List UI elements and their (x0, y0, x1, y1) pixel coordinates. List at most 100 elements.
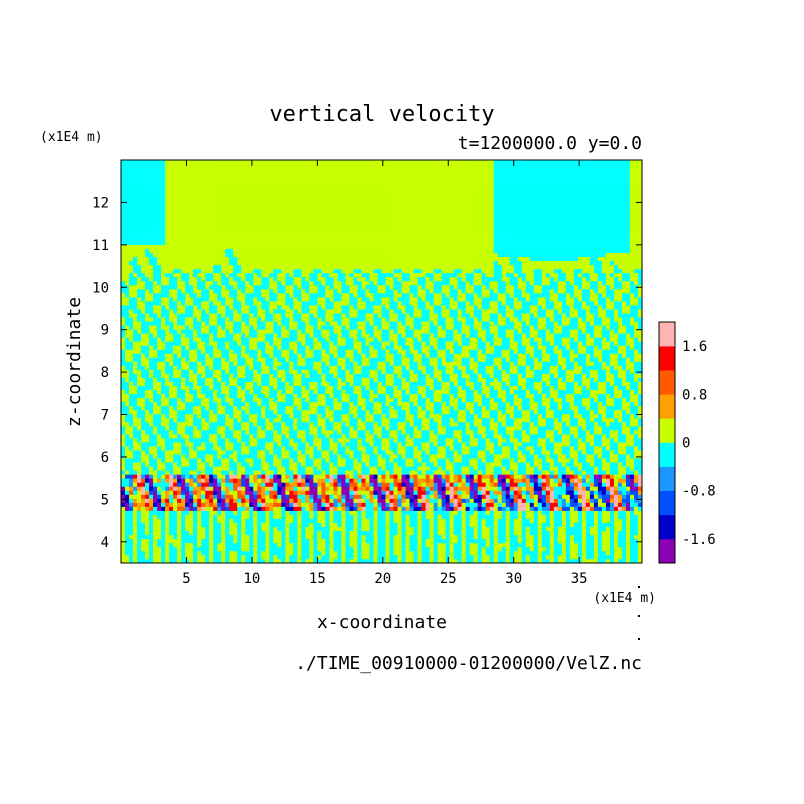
heatmap-cell (557, 470, 563, 475)
heatmap-cell (621, 542, 627, 548)
heatmap-cell (293, 494, 298, 499)
heatmap-cell (353, 446, 358, 451)
heatmap-cell (581, 542, 587, 548)
heatmap-cell (169, 526, 174, 532)
heatmap-cell (409, 490, 414, 495)
heatmap-cell (361, 502, 366, 507)
heatmap-cell (621, 474, 627, 479)
heatmap-cell (133, 510, 138, 515)
heatmap-cell (345, 510, 350, 515)
heatmap-cell (585, 538, 591, 544)
heatmap-cell (569, 554, 575, 560)
heatmap-cell (569, 494, 575, 499)
heatmap-cell (513, 506, 519, 511)
heatmap-cell (197, 474, 202, 479)
heatmap-cell (553, 510, 559, 515)
heatmap-cell (369, 434, 374, 439)
heatmap-cell (389, 538, 394, 544)
heatmap-cell (133, 430, 138, 435)
heatmap-cell (157, 538, 162, 544)
heatmap-cell (425, 494, 430, 499)
heatmap-cell (185, 482, 190, 487)
heatmap-cell (177, 454, 182, 459)
heatmap-cell (421, 522, 426, 528)
heatmap-cell (477, 482, 482, 487)
heatmap-cell (605, 421, 611, 427)
heatmap-cell (345, 534, 350, 540)
heatmap-cell (137, 438, 142, 443)
heatmap-cell (501, 478, 507, 483)
heatmap-cell (241, 538, 246, 544)
heatmap-cell (221, 486, 226, 491)
heatmap-cell (565, 506, 571, 511)
heatmap-cell (361, 542, 366, 548)
heatmap-cell (301, 510, 306, 515)
heatmap-cell (393, 466, 398, 471)
heatmap-cell (513, 538, 519, 544)
heatmap-cell (565, 409, 571, 415)
heatmap-cell (581, 434, 587, 439)
heatmap-cell (337, 450, 342, 455)
heatmap-cell (361, 510, 366, 515)
heatmap-cell (265, 450, 270, 455)
heatmap-cell (213, 409, 218, 415)
heatmap-cell (301, 438, 306, 443)
heatmap-cell (381, 458, 386, 463)
heatmap-cell (453, 474, 458, 479)
heatmap-cell (201, 510, 206, 515)
heatmap-cell (537, 421, 543, 427)
heatmap-cell (505, 538, 511, 544)
heatmap-cell (573, 538, 579, 544)
heatmap-cell (489, 430, 495, 435)
heatmap-cell (197, 421, 202, 427)
heatmap-cell (173, 546, 178, 552)
heatmap-cell (389, 526, 394, 532)
heatmap-cell (613, 417, 619, 423)
heatmap-cell (597, 458, 603, 463)
heatmap-cell (197, 518, 202, 523)
heatmap-cell (517, 518, 523, 523)
heatmap-cell (621, 546, 627, 552)
heatmap-cell (225, 498, 230, 503)
heatmap-cell (441, 542, 446, 548)
heatmap-cell (225, 546, 230, 552)
heatmap-cell (637, 482, 642, 487)
heatmap-cell (585, 478, 591, 483)
heatmap-cell (521, 409, 527, 415)
heatmap-cell (557, 538, 563, 544)
heatmap-cell (573, 442, 579, 447)
heatmap-cell (505, 530, 511, 536)
heatmap-cell (145, 518, 150, 523)
heatmap-cell (397, 526, 402, 532)
heatmap-cell (273, 421, 278, 427)
heatmap-cell (517, 482, 523, 487)
heatmap-cell (309, 442, 314, 447)
heatmap-cell (249, 409, 254, 415)
heatmap-cell (301, 454, 306, 459)
heatmap-cell (293, 542, 298, 548)
heatmap-cell (149, 413, 154, 419)
heatmap-cell (429, 454, 434, 459)
heatmap-cell (305, 490, 310, 495)
heatmap-cell (621, 421, 627, 427)
heatmap-cell (573, 438, 579, 443)
heatmap-cell (169, 458, 174, 463)
heatmap-cell (273, 430, 278, 435)
heatmap-cell (177, 478, 182, 483)
heatmap-cell (417, 446, 422, 451)
heatmap-cell (205, 470, 210, 475)
heatmap-cell (621, 518, 627, 523)
heatmap-cell (401, 482, 406, 487)
heatmap-cell (441, 454, 446, 459)
heatmap-cell (277, 438, 282, 443)
heatmap-cell (221, 454, 226, 459)
heatmap-cell (317, 534, 322, 540)
heatmap-cell (137, 466, 142, 471)
heatmap-cell (581, 421, 587, 427)
heatmap-cell (509, 498, 515, 503)
heatmap-cell (413, 466, 418, 471)
heatmap-cell (261, 450, 266, 455)
heatmap-cell (133, 474, 138, 479)
heatmap-cell (385, 490, 390, 495)
heatmap-cell (345, 442, 350, 447)
